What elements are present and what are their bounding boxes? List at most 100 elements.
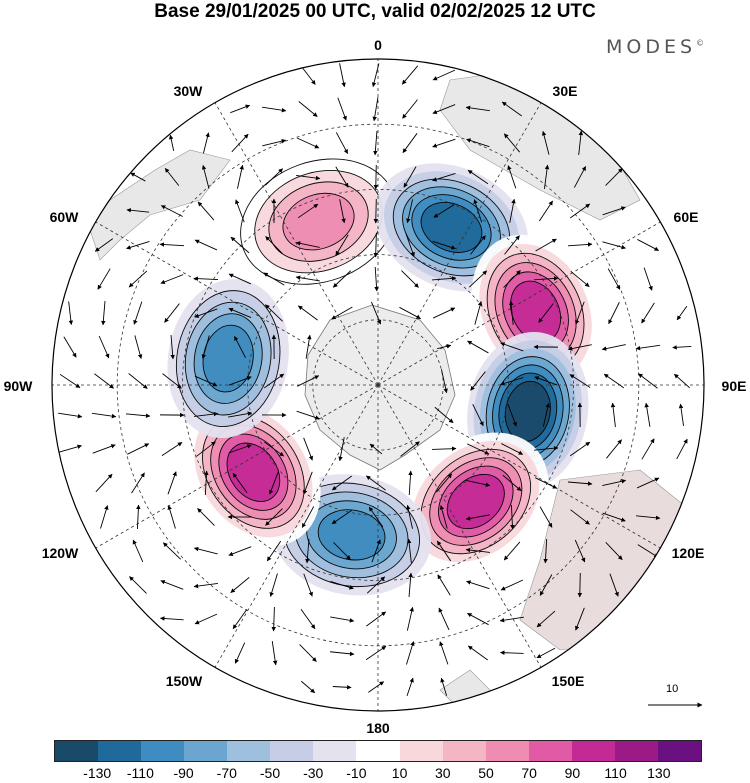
wind-arrow bbox=[543, 164, 550, 189]
wind-arrow bbox=[467, 612, 489, 626]
lon-label-150e: 150E bbox=[552, 673, 585, 689]
wind-arrow bbox=[263, 373, 285, 389]
wind-arrow bbox=[473, 199, 483, 223]
wind-arrow bbox=[298, 101, 318, 117]
wind-arrow bbox=[641, 302, 655, 324]
wind-arrow bbox=[403, 166, 417, 188]
wind-arrow bbox=[603, 373, 625, 389]
wind-arrow bbox=[265, 508, 283, 526]
colorbar bbox=[54, 740, 702, 762]
wind-arrow bbox=[408, 470, 413, 496]
anomaly-contour bbox=[446, 474, 505, 530]
wind-arrow bbox=[569, 441, 591, 457]
anomaly-high bbox=[186, 398, 321, 547]
wind-arrow bbox=[228, 376, 252, 386]
wind-arrow bbox=[339, 63, 346, 88]
map-border bbox=[51, 58, 705, 712]
wind-arrow bbox=[262, 138, 287, 147]
wind-arrow bbox=[507, 403, 517, 427]
wind-arrow bbox=[339, 199, 346, 224]
colorbar-swatch bbox=[442, 741, 486, 761]
wind-arrow bbox=[373, 131, 378, 156]
wind-arrow bbox=[466, 443, 490, 455]
wind-arrow bbox=[610, 402, 616, 427]
wind-arrow bbox=[541, 130, 550, 155]
wind-arrow bbox=[128, 270, 148, 288]
wind-arrow bbox=[335, 234, 349, 256]
wind-arrow bbox=[59, 373, 81, 389]
wind-arrow bbox=[366, 475, 386, 491]
copyright-mark: © bbox=[696, 38, 705, 48]
wind-arrow bbox=[265, 236, 283, 254]
wind-arrow bbox=[97, 268, 111, 290]
wind-arrow bbox=[602, 206, 626, 216]
wind-arrow bbox=[602, 512, 626, 522]
wind-arrow bbox=[507, 165, 517, 189]
wind-arrow bbox=[437, 574, 451, 596]
wind-arrow bbox=[470, 235, 486, 255]
wind-arrow bbox=[305, 539, 310, 564]
meridian-line bbox=[377, 102, 542, 386]
wind-arrow bbox=[193, 582, 218, 589]
meridian-line bbox=[95, 221, 379, 386]
map-title: Base 29/01/2025 00 UTC, valid 02/02/2025… bbox=[154, 1, 596, 22]
colorbar-swatch bbox=[98, 741, 142, 761]
wind-arrow bbox=[236, 164, 244, 189]
wind-arrow bbox=[433, 204, 455, 218]
wind-arrow bbox=[573, 166, 587, 188]
colorbar-swatch bbox=[657, 741, 701, 761]
wind-arrow bbox=[672, 345, 692, 350]
anomaly-low bbox=[167, 279, 289, 439]
wind-arrow bbox=[194, 613, 218, 625]
colorbar-tick-label: 130 bbox=[647, 765, 671, 781]
wind-arrow bbox=[636, 515, 661, 521]
colorbar-tick-label: 50 bbox=[478, 765, 494, 781]
wind-arrow bbox=[232, 472, 248, 493]
wind-arrow bbox=[440, 369, 448, 394]
wind-arrow bbox=[509, 198, 516, 223]
wind-arrow bbox=[401, 65, 419, 85]
wind-arrow bbox=[402, 133, 418, 154]
wind-arrow bbox=[406, 677, 414, 697]
colorbar-swatch bbox=[141, 741, 185, 761]
wind-arrow bbox=[197, 508, 215, 526]
lon-label-60e: 60E bbox=[674, 209, 699, 225]
wind-arrow bbox=[432, 69, 456, 81]
reference-vector: 10 bbox=[646, 683, 706, 713]
wind-arrow bbox=[534, 446, 559, 451]
wind-arrow bbox=[305, 334, 312, 359]
wind-arrow bbox=[58, 444, 82, 453]
wind-arrow bbox=[466, 580, 490, 590]
wind-arrow bbox=[136, 504, 141, 530]
wind-arrow bbox=[638, 373, 658, 389]
wind-arrow bbox=[160, 274, 184, 284]
lon-label-90e: 90E bbox=[722, 378, 747, 394]
wind-arrow bbox=[466, 138, 490, 148]
brand-text: MODES bbox=[606, 36, 697, 58]
colorbar-ticks: -130 -110 -90 -70 -50 -30 -10 10 30 50 70 90 110 130 bbox=[0, 765, 750, 783]
wind-arrow bbox=[330, 616, 355, 623]
wind-arrow bbox=[539, 200, 553, 222]
wind-arrow bbox=[269, 573, 278, 597]
wind-arrow bbox=[372, 97, 379, 122]
wind-arrow bbox=[373, 232, 378, 258]
wind-arrow bbox=[577, 572, 583, 598]
wind-arrow bbox=[126, 208, 150, 213]
wind-arrow bbox=[401, 270, 419, 288]
wind-arrow bbox=[535, 238, 557, 252]
colorbar-tick-label: -70 bbox=[216, 765, 237, 781]
wind-arrow bbox=[301, 506, 315, 528]
colorbar-swatch bbox=[55, 741, 99, 761]
wind-arrow bbox=[332, 270, 352, 288]
wind-arrow bbox=[439, 641, 449, 665]
colorbar-tick-label: -10 bbox=[346, 765, 367, 781]
wind-arrow bbox=[230, 577, 250, 593]
wind-arrow bbox=[231, 133, 249, 153]
wind-arrow bbox=[204, 470, 209, 496]
wind-arrow bbox=[331, 475, 352, 491]
wind-arrow bbox=[500, 579, 524, 591]
wind-arrow bbox=[126, 241, 150, 250]
colorbar-tick-label: -130 bbox=[83, 765, 112, 781]
wind-arrow bbox=[472, 404, 484, 427]
wind-arrow bbox=[406, 199, 414, 224]
